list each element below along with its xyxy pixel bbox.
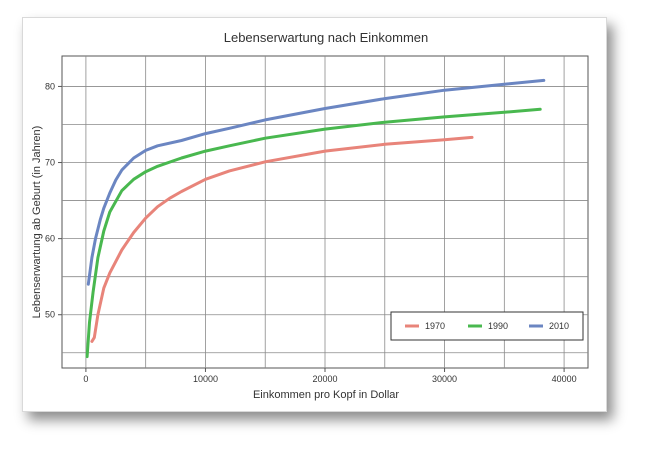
x-tick-label: 10000 xyxy=(193,374,218,384)
x-tick-label: 40000 xyxy=(552,374,577,384)
chart-card: Lebenserwartung nach Einkommen 0 10000 200… xyxy=(22,17,607,412)
y-axis-ticks: 50 60 70 80 xyxy=(45,81,62,320)
x-axis-ticks: 0 10000 20000 30000 40000 xyxy=(83,368,577,384)
x-axis-label: Einkommen pro Kopf in Dollar xyxy=(253,389,399,401)
x-tick-label: 20000 xyxy=(312,374,337,384)
x-tick-label: 30000 xyxy=(432,374,457,384)
legend-label-2010: 2010 xyxy=(549,321,569,331)
y-tick-label: 70 xyxy=(45,158,55,168)
legend-label-1990: 1990 xyxy=(488,321,508,331)
chart-title: Lebenserwartung nach Einkommen xyxy=(224,30,429,45)
series-line-1990 xyxy=(85,107,542,359)
y-tick-label: 80 xyxy=(45,81,55,91)
y-tick-label: 50 xyxy=(45,310,55,320)
series-line-1970 xyxy=(90,135,474,343)
y-axis-label: Lebenserwartung ab Geburt (in Jahren) xyxy=(31,126,43,319)
x-tick-label: 0 xyxy=(83,374,88,384)
legend-box xyxy=(390,311,584,341)
line-chart: Lebenserwartung nach Einkommen 0 10000 200… xyxy=(31,30,589,401)
legend-label-1970: 1970 xyxy=(425,321,445,331)
legend: 1970 1990 2010 xyxy=(390,311,584,341)
series-line-2010 xyxy=(86,78,546,286)
series-lines xyxy=(85,78,546,359)
y-tick-label: 60 xyxy=(45,234,55,244)
